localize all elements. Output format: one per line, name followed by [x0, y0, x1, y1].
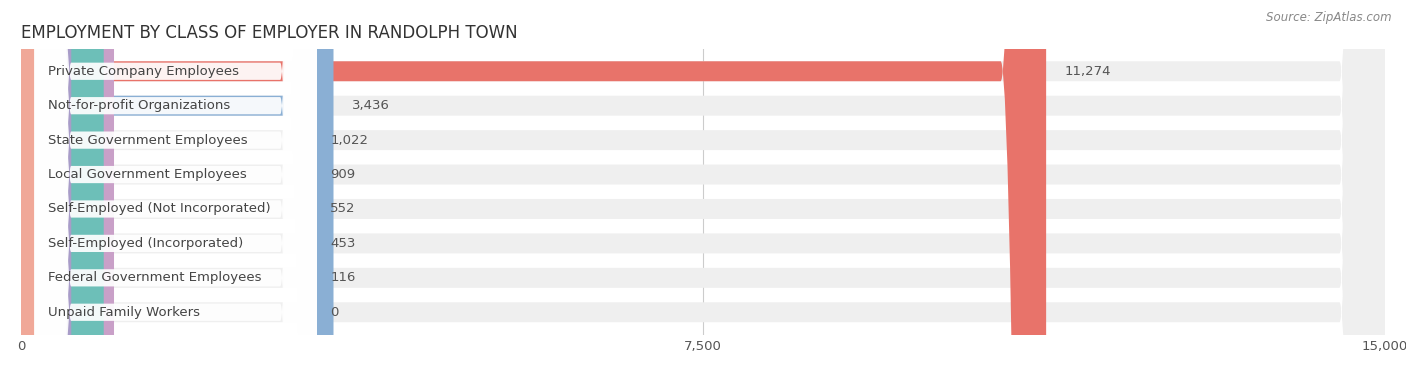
Text: 1,022: 1,022 [330, 133, 368, 147]
FancyBboxPatch shape [21, 0, 1385, 376]
Text: 3,436: 3,436 [352, 99, 389, 112]
Text: State Government Employees: State Government Employees [48, 133, 247, 147]
Text: Not-for-profit Organizations: Not-for-profit Organizations [48, 99, 231, 112]
FancyBboxPatch shape [0, 0, 66, 376]
Text: Source: ZipAtlas.com: Source: ZipAtlas.com [1267, 11, 1392, 24]
Text: 552: 552 [330, 202, 356, 215]
Text: 116: 116 [330, 271, 356, 284]
Text: 11,274: 11,274 [1064, 65, 1111, 78]
FancyBboxPatch shape [21, 0, 114, 376]
Text: Self-Employed (Not Incorporated): Self-Employed (Not Incorporated) [48, 202, 271, 215]
FancyBboxPatch shape [21, 0, 72, 376]
FancyBboxPatch shape [21, 0, 1385, 376]
Text: EMPLOYMENT BY CLASS OF EMPLOYER IN RANDOLPH TOWN: EMPLOYMENT BY CLASS OF EMPLOYER IN RANDO… [21, 24, 517, 42]
FancyBboxPatch shape [21, 0, 1385, 376]
FancyBboxPatch shape [21, 0, 1046, 376]
FancyBboxPatch shape [35, 0, 316, 376]
Text: Local Government Employees: Local Government Employees [48, 168, 247, 181]
FancyBboxPatch shape [21, 0, 1385, 376]
FancyBboxPatch shape [35, 0, 316, 376]
FancyBboxPatch shape [21, 0, 104, 376]
FancyBboxPatch shape [35, 0, 316, 376]
Text: Unpaid Family Workers: Unpaid Family Workers [48, 306, 201, 319]
FancyBboxPatch shape [21, 0, 1385, 376]
FancyBboxPatch shape [35, 0, 316, 376]
FancyBboxPatch shape [17, 0, 66, 376]
FancyBboxPatch shape [21, 0, 1385, 376]
FancyBboxPatch shape [21, 0, 333, 376]
Text: 453: 453 [330, 237, 356, 250]
FancyBboxPatch shape [35, 0, 316, 376]
Text: Private Company Employees: Private Company Employees [48, 65, 239, 78]
FancyBboxPatch shape [35, 0, 316, 376]
FancyBboxPatch shape [0, 0, 66, 376]
FancyBboxPatch shape [35, 0, 316, 376]
Text: Federal Government Employees: Federal Government Employees [48, 271, 262, 284]
Text: Self-Employed (Incorporated): Self-Employed (Incorporated) [48, 237, 243, 250]
FancyBboxPatch shape [21, 0, 1385, 376]
FancyBboxPatch shape [35, 0, 316, 376]
FancyBboxPatch shape [21, 0, 1385, 376]
Text: 909: 909 [330, 168, 356, 181]
Text: 0: 0 [330, 306, 339, 319]
